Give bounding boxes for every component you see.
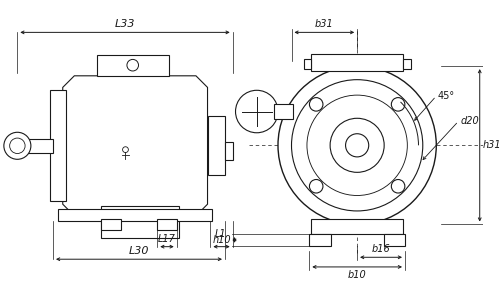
Bar bbox=[102, 206, 178, 238]
Bar bbox=[96, 54, 169, 76]
Bar bbox=[50, 90, 66, 201]
Text: L17: L17 bbox=[158, 234, 176, 244]
Bar bbox=[384, 234, 405, 246]
Bar bbox=[225, 142, 232, 160]
Bar bbox=[18, 139, 53, 152]
Text: b16: b16 bbox=[372, 244, 390, 255]
Text: 45°: 45° bbox=[437, 91, 454, 101]
Polygon shape bbox=[62, 76, 208, 216]
Bar bbox=[312, 54, 403, 71]
Bar bbox=[312, 219, 403, 234]
Bar bbox=[102, 219, 120, 230]
Circle shape bbox=[278, 66, 436, 225]
Text: L33: L33 bbox=[114, 19, 135, 29]
Bar bbox=[310, 234, 330, 246]
Bar bbox=[403, 59, 410, 69]
Bar bbox=[158, 219, 176, 230]
Text: b31: b31 bbox=[315, 19, 334, 29]
Circle shape bbox=[236, 90, 278, 133]
Text: b10: b10 bbox=[348, 270, 366, 280]
Bar bbox=[352, 128, 362, 136]
Circle shape bbox=[330, 118, 384, 172]
Bar bbox=[274, 104, 293, 119]
Bar bbox=[304, 59, 312, 69]
Text: L1: L1 bbox=[215, 229, 227, 239]
Text: d20: d20 bbox=[460, 116, 479, 126]
Bar bbox=[208, 116, 225, 175]
Text: h10: h10 bbox=[213, 235, 232, 245]
Circle shape bbox=[4, 132, 31, 159]
Text: h31: h31 bbox=[482, 140, 500, 150]
Bar bbox=[58, 209, 212, 221]
Text: L30: L30 bbox=[128, 246, 149, 256]
